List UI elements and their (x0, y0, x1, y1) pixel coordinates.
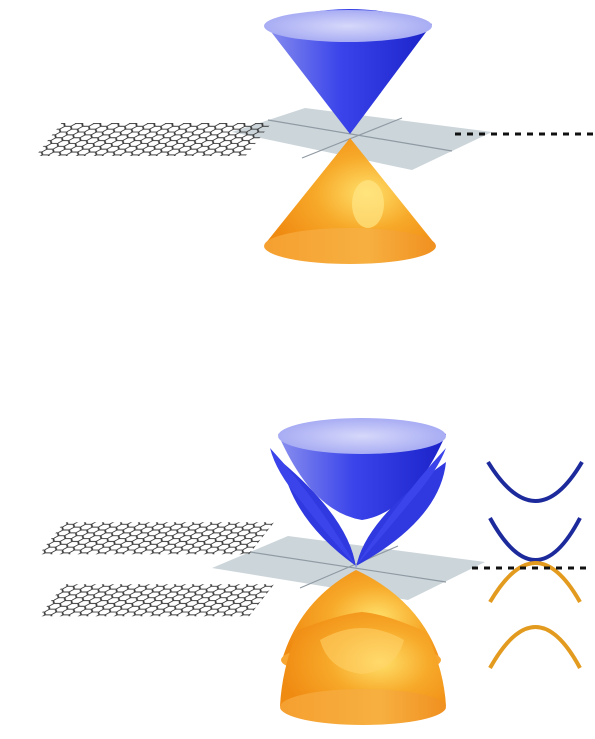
valence-band-curve-upper (488, 561, 582, 604)
momentum-plane (212, 536, 485, 600)
valence-paraboloid-lower (280, 612, 446, 725)
momentum-plane (232, 108, 492, 170)
graphene-lattice-icon (39, 522, 275, 555)
valence-band-curve-lower (488, 625, 582, 669)
conduction-cone (264, 9, 432, 134)
valence-cone (264, 138, 436, 264)
parabolic-band-lines (486, 460, 584, 669)
conduction-band-curve-lower (488, 517, 582, 562)
graphene-lattice-icon (39, 584, 275, 617)
conduction-paraboloid-upper (278, 418, 446, 520)
conduction-paraboloid-lower (270, 448, 446, 568)
monolayer-panel (35, 9, 595, 264)
graphene-lattice-icon (35, 123, 272, 157)
conduction-band-curve-upper (486, 460, 584, 503)
bilayer-panel (39, 418, 592, 725)
